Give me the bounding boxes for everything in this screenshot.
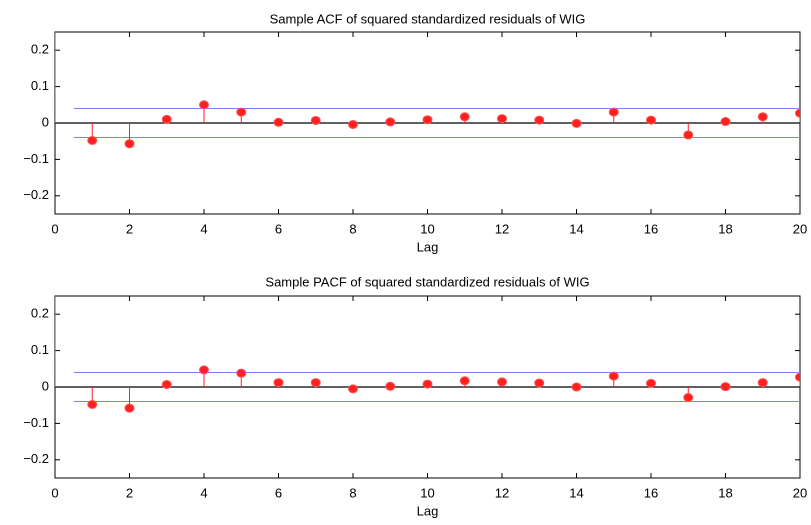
x-tick-label: 12 (495, 485, 509, 500)
stem-marker (310, 115, 321, 125)
stem-marker (124, 139, 135, 149)
x-axis-label: Lag (417, 239, 439, 254)
stem-marker (87, 399, 98, 409)
stem-marker (273, 378, 284, 388)
stem-marker (273, 117, 284, 127)
y-tick-label: −0.2 (23, 451, 49, 466)
plot-area (55, 32, 800, 149)
x-tick-label: 2 (126, 485, 133, 500)
stem-marker (795, 372, 800, 382)
stem-marker (683, 130, 694, 140)
stem-marker (757, 378, 768, 388)
stem-marker (87, 135, 98, 145)
chart-title: Sample ACF of squared standardized resid… (270, 11, 586, 26)
x-tick-label: 16 (644, 221, 658, 236)
y-tick-label: −0.2 (23, 187, 49, 202)
stem-marker (534, 115, 545, 125)
stem-marker (720, 117, 731, 127)
stem-marker (720, 382, 731, 392)
plot-area (51, 19, 800, 413)
x-tick-label: 14 (569, 221, 583, 236)
stem-marker (571, 118, 582, 128)
stem-marker (422, 115, 433, 125)
x-tick-label: 8 (349, 221, 356, 236)
x-tick-label: 8 (349, 485, 356, 500)
stem-marker (497, 114, 507, 124)
stem-marker (497, 377, 507, 387)
stem-marker (459, 376, 470, 386)
stem-marker (422, 379, 433, 389)
stem-marker (795, 108, 800, 118)
x-tick-label: 18 (718, 485, 732, 500)
stem-marker (161, 114, 172, 124)
stem-marker (757, 112, 768, 122)
chart-title: Sample PACF of squared standardized resi… (265, 274, 589, 289)
y-tick-label: 0.2 (31, 306, 49, 321)
stem-marker (646, 378, 656, 388)
stem-marker (683, 393, 694, 403)
x-tick-label: 20 (793, 485, 807, 500)
stem-marker (124, 403, 135, 413)
y-tick-label: 0.1 (31, 342, 49, 357)
stem-marker (51, 19, 60, 27)
stem-marker (571, 382, 582, 392)
x-tick-label: 12 (495, 221, 509, 236)
stem-marker (310, 378, 321, 388)
x-tick-label: 18 (718, 221, 732, 236)
x-tick-label: 16 (644, 485, 658, 500)
stem-marker (608, 371, 619, 381)
x-tick-label: 10 (420, 485, 434, 500)
stem-marker (385, 117, 396, 127)
stem-marker (236, 368, 247, 378)
stem-marker (534, 378, 545, 388)
x-tick-label: 4 (200, 221, 207, 236)
x-tick-label: 4 (200, 485, 207, 500)
stem-marker (646, 115, 656, 125)
stem-marker (348, 384, 358, 394)
stem-marker (385, 381, 396, 391)
stem-marker (161, 379, 172, 389)
stem-marker (199, 100, 209, 110)
stem-marker (459, 112, 470, 122)
stem-marker (348, 119, 358, 129)
x-tick-label: 10 (420, 221, 434, 236)
subplot: Sample PACF of squared standardized resi… (23, 19, 807, 518)
y-tick-label: 0.1 (31, 78, 49, 93)
y-tick-label: 0.2 (31, 42, 49, 57)
x-axis-label: Lag (417, 503, 439, 518)
y-tick-label: −0.1 (23, 415, 49, 430)
x-tick-label: 14 (569, 485, 583, 500)
stem-marker (199, 365, 209, 375)
y-tick-label: 0 (42, 378, 49, 393)
y-tick-label: −0.1 (23, 151, 49, 166)
x-tick-label: 2 (126, 221, 133, 236)
x-tick-label: 20 (793, 221, 807, 236)
x-tick-label: 6 (275, 221, 282, 236)
x-tick-label: 0 (51, 221, 58, 236)
y-tick-label: 0 (42, 114, 49, 129)
subplot: Sample ACF of squared standardized resid… (23, 11, 807, 254)
stem-marker (608, 107, 619, 117)
stem-marker (236, 107, 247, 117)
x-tick-label: 0 (51, 485, 58, 500)
x-tick-label: 6 (275, 485, 282, 500)
